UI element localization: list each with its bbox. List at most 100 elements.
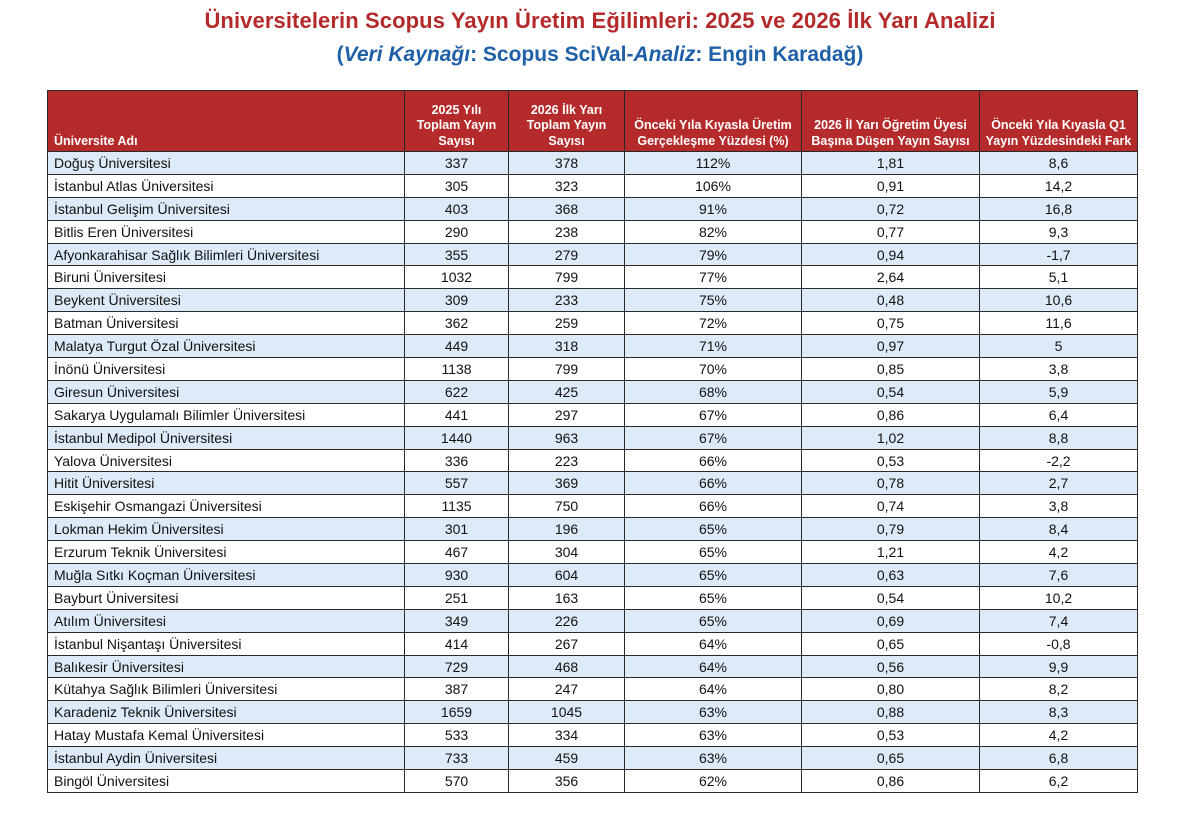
cell-q1-diff: 14,2 [979,173,1138,198]
table-row: Eskişehir Osmangazi Üniversitesi 1135 750 6… [47,494,1138,519]
cell-university-name: Bitlis Eren Üniversitesi [47,219,405,244]
cell-realization-pct: 65% [624,540,802,565]
header-q1-diff: Önceki Yıla Kıyasla Q1 Yayın Yüzdesindek… [979,90,1138,152]
cell-2025-total: 403 [404,196,509,221]
table-row: İstanbul Nişantaşı Üniversitesi 414 267 64%… [47,631,1138,656]
cell-per-faculty: 1,81 [801,151,980,175]
cell-realization-pct: 64% [624,654,802,679]
cell-2026-first-half: 247 [508,677,625,702]
cell-2025-total: 414 [404,631,509,656]
cell-2025-total: 1135 [404,494,509,519]
cell-per-faculty: 0,91 [801,173,980,198]
cell-realization-pct: 63% [624,723,802,748]
cell-q1-diff: 4,2 [979,723,1138,748]
table-row: Muğla Sıtkı Koçman Üniversitesi 930 604 65%… [47,563,1138,587]
cell-realization-pct: 65% [624,608,802,633]
table-row: Sakarya Uygulamalı Bilimler Üniversitesi… [47,402,1138,427]
table-row: Bayburt Üniversitesi 251 163 65% 0,54 10,2 [47,585,1138,610]
university-table: Üniversite Adı 2025 Yılı Toplam Yayın Sa… [47,90,1138,793]
cell-realization-pct: 70% [624,357,802,381]
cell-per-faculty: 0,56 [801,654,980,679]
cell-per-faculty: 0,53 [801,723,980,748]
cell-2025-total: 729 [404,654,509,679]
table-row: İstanbul Medipol Üniversitesi 1440 963 67% 1… [47,425,1138,450]
table-row: Lokman Hekim Üniversitesi 301 196 65% 0,79 8,… [47,517,1138,542]
cell-university-name: Lokman Hekim Üniversitesi [47,517,405,542]
table-row: Malatya Turgut Özal Üniversitesi 449 318 71… [47,334,1138,359]
cell-realization-pct: 67% [624,402,802,427]
cell-realization-pct: 65% [624,585,802,610]
cell-university-name: İnönü Üniversitesi [47,357,405,381]
cell-2025-total: 1440 [404,425,509,450]
table-row: Karadeniz Teknik Üniversitesi 1659 1045 63%… [47,700,1138,725]
cell-q1-diff: -2,2 [979,448,1138,473]
header-2025-total: 2025 Yılı Toplam Yayın Sayısı [404,90,509,152]
cell-realization-pct: 66% [624,448,802,473]
table-row: Batman Üniversitesi 362 259 72% 0,75 11,6 [47,311,1138,336]
cell-per-faculty: 0,97 [801,334,980,359]
table-row: Hatay Mustafa Kemal Üniversitesi 533 334 63… [47,723,1138,748]
cell-per-faculty: 0,86 [801,402,980,427]
cell-2025-total: 305 [404,173,509,198]
cell-realization-pct: 77% [624,265,802,290]
cell-realization-pct: 82% [624,219,802,244]
cell-realization-pct: 112% [624,151,802,175]
cell-q1-diff: 8,3 [979,700,1138,725]
cell-2025-total: 337 [404,151,509,175]
cell-university-name: İstanbul Medipol Üniversitesi [47,425,405,450]
cell-per-faculty: 0,79 [801,517,980,542]
cell-2026-first-half: 356 [508,769,625,793]
cell-university-name: Hitit Üniversitesi [47,471,405,496]
cell-2025-total: 733 [404,746,509,771]
table-row: Balıkesir Üniversitesi 729 468 64% 0,56 9,9 [47,654,1138,679]
cell-per-faculty: 0,85 [801,357,980,381]
cell-2025-total: 622 [404,379,509,404]
cell-q1-diff: 9,3 [979,219,1138,244]
cell-realization-pct: 68% [624,379,802,404]
cell-q1-diff: -1,7 [979,242,1138,267]
analysis-value: : Engin Karadağ) [695,43,864,66]
cell-university-name: Eskişehir Osmangazi Üniversitesi [47,494,405,519]
cell-2026-first-half: 304 [508,540,625,565]
cell-2026-first-half: 750 [508,494,625,519]
cell-2025-total: 349 [404,608,509,633]
cell-2026-first-half: 297 [508,402,625,427]
cell-university-name: İstanbul Aydin Üniversitesi [47,746,405,771]
cell-2025-total: 533 [404,723,509,748]
analysis-label: Analiz [633,43,696,66]
cell-2026-first-half: 799 [508,357,625,381]
cell-q1-diff: 10,2 [979,585,1138,610]
cell-per-faculty: 0,65 [801,746,980,771]
cell-2025-total: 570 [404,769,509,793]
cell-per-faculty: 1,21 [801,540,980,565]
cell-realization-pct: 65% [624,517,802,542]
cell-per-faculty: 0,75 [801,311,980,336]
table-row: Bitlis Eren Üniversitesi 290 238 82% 0,77 9,3 [47,219,1138,244]
cell-university-name: Biruni Üniversitesi [47,265,405,290]
cell-q1-diff: -0,8 [979,631,1138,656]
table-row: Biruni Üniversitesi 1032 799 77% 2,64 5,1 [47,265,1138,290]
table-body: Doğuş Üniversitesi 337 378 112% 1,81 8,6 İstan… [47,151,1138,793]
cell-realization-pct: 71% [624,334,802,359]
cell-university-name: Beykent Üniversitesi [47,288,405,313]
header-per-faculty: 2026 İl Yarı Öğretim Üyesi Başına Düşen … [801,90,980,152]
cell-2025-total: 387 [404,677,509,702]
cell-university-name: Muğla Sıtkı Koçman Üniversitesi [47,563,405,587]
page-title: Üniversitelerin Scopus Yayın Üretim Eğil… [204,8,996,33]
cell-2025-total: 467 [404,540,509,565]
source-value: : Scopus SciVal- [470,43,634,66]
cell-2026-first-half: 459 [508,746,625,771]
cell-2026-first-half: 196 [508,517,625,542]
cell-q1-diff: 5,9 [979,379,1138,404]
cell-2025-total: 1138 [404,357,509,381]
cell-2026-first-half: 799 [508,265,625,290]
cell-realization-pct: 63% [624,746,802,771]
cell-q1-diff: 8,2 [979,677,1138,702]
cell-2026-first-half: 267 [508,631,625,656]
cell-university-name: Doğuş Üniversitesi [47,151,405,175]
table-row: Kütahya Sağlık Bilimleri Üniversitesi 387… [47,677,1138,702]
cell-realization-pct: 91% [624,196,802,221]
cell-per-faculty: 0,86 [801,769,980,793]
cell-university-name: Batman Üniversitesi [47,311,405,336]
